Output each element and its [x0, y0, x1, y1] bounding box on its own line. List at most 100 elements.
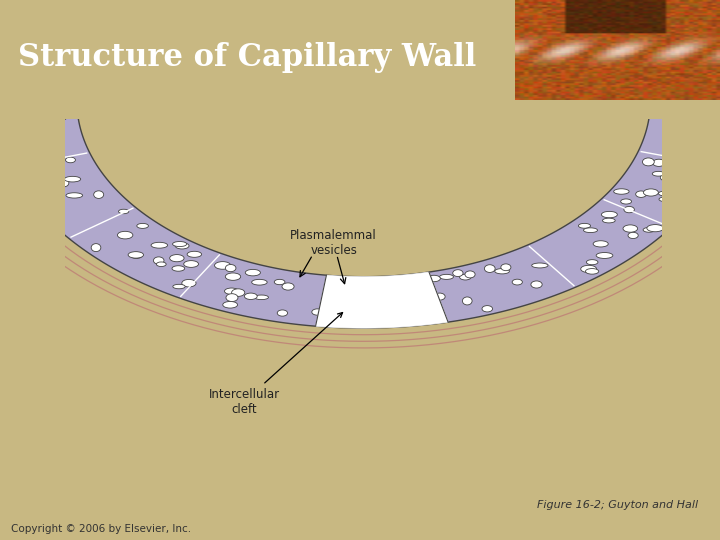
Ellipse shape	[51, 109, 65, 116]
Ellipse shape	[439, 274, 454, 279]
Ellipse shape	[661, 90, 671, 94]
Ellipse shape	[659, 93, 670, 101]
Ellipse shape	[59, 99, 71, 105]
Ellipse shape	[512, 279, 523, 285]
Ellipse shape	[25, 174, 38, 182]
Ellipse shape	[593, 241, 608, 247]
Ellipse shape	[244, 293, 257, 300]
Ellipse shape	[225, 288, 238, 294]
Ellipse shape	[696, 91, 706, 95]
Ellipse shape	[35, 153, 52, 159]
Ellipse shape	[643, 227, 655, 232]
Ellipse shape	[60, 94, 74, 101]
Ellipse shape	[173, 241, 186, 247]
Ellipse shape	[387, 287, 397, 295]
Ellipse shape	[27, 134, 41, 138]
Ellipse shape	[312, 309, 323, 315]
Ellipse shape	[695, 137, 708, 143]
Ellipse shape	[222, 301, 238, 308]
Ellipse shape	[24, 124, 40, 131]
Ellipse shape	[670, 174, 685, 180]
Ellipse shape	[36, 100, 45, 105]
Ellipse shape	[9, 136, 22, 144]
Ellipse shape	[660, 174, 671, 181]
Ellipse shape	[44, 91, 53, 94]
Ellipse shape	[647, 225, 663, 232]
Ellipse shape	[654, 93, 664, 100]
Ellipse shape	[91, 244, 101, 252]
Ellipse shape	[57, 116, 66, 120]
Polygon shape	[68, 79, 85, 89]
Ellipse shape	[14, 165, 26, 171]
Polygon shape	[642, 80, 659, 90]
Ellipse shape	[19, 96, 31, 101]
Polygon shape	[642, 89, 659, 98]
Ellipse shape	[8, 111, 22, 118]
Polygon shape	[68, 89, 85, 99]
Ellipse shape	[48, 137, 64, 143]
Ellipse shape	[66, 157, 76, 163]
Ellipse shape	[578, 224, 590, 228]
Ellipse shape	[184, 261, 199, 267]
Ellipse shape	[37, 97, 49, 103]
Ellipse shape	[428, 275, 441, 282]
Ellipse shape	[282, 283, 294, 290]
Ellipse shape	[43, 180, 58, 188]
Ellipse shape	[603, 218, 615, 223]
Ellipse shape	[684, 102, 696, 106]
Ellipse shape	[636, 191, 647, 198]
Ellipse shape	[246, 269, 261, 276]
Ellipse shape	[0, 125, 15, 132]
Ellipse shape	[64, 177, 81, 182]
Ellipse shape	[59, 100, 68, 104]
Ellipse shape	[21, 95, 35, 102]
Polygon shape	[0, 82, 720, 328]
Ellipse shape	[661, 99, 674, 106]
Ellipse shape	[254, 295, 269, 300]
Ellipse shape	[170, 254, 184, 262]
Polygon shape	[68, 84, 85, 94]
Ellipse shape	[14, 90, 26, 94]
Ellipse shape	[650, 100, 661, 108]
Ellipse shape	[172, 266, 184, 271]
Ellipse shape	[705, 148, 720, 154]
Polygon shape	[68, 83, 85, 92]
Ellipse shape	[601, 211, 617, 218]
Polygon shape	[68, 81, 85, 91]
Text: Vesicular
channel??: Vesicular channel??	[0, 539, 1, 540]
Ellipse shape	[613, 189, 629, 194]
Ellipse shape	[698, 90, 708, 94]
Ellipse shape	[664, 92, 679, 97]
Ellipse shape	[707, 94, 716, 99]
Ellipse shape	[25, 167, 37, 172]
Polygon shape	[642, 76, 659, 86]
Ellipse shape	[693, 87, 708, 94]
Ellipse shape	[677, 193, 690, 199]
Ellipse shape	[38, 92, 48, 98]
Ellipse shape	[381, 296, 391, 301]
Ellipse shape	[531, 281, 542, 288]
Ellipse shape	[8, 151, 24, 158]
Text: Intercellular
cleft: Intercellular cleft	[209, 313, 343, 416]
Ellipse shape	[277, 310, 287, 316]
Ellipse shape	[232, 289, 245, 296]
Ellipse shape	[52, 91, 63, 95]
Ellipse shape	[215, 261, 230, 269]
Ellipse shape	[137, 224, 148, 228]
Ellipse shape	[531, 263, 548, 268]
Polygon shape	[68, 78, 85, 87]
Ellipse shape	[128, 252, 143, 258]
Ellipse shape	[667, 90, 677, 97]
Ellipse shape	[501, 264, 511, 271]
Ellipse shape	[586, 260, 598, 265]
Ellipse shape	[659, 191, 670, 196]
Ellipse shape	[156, 262, 166, 267]
Ellipse shape	[705, 132, 717, 138]
Ellipse shape	[226, 294, 238, 301]
Ellipse shape	[434, 293, 445, 300]
Polygon shape	[315, 272, 448, 328]
Ellipse shape	[377, 306, 390, 314]
Ellipse shape	[702, 147, 716, 155]
Ellipse shape	[652, 159, 665, 166]
Ellipse shape	[666, 90, 677, 95]
